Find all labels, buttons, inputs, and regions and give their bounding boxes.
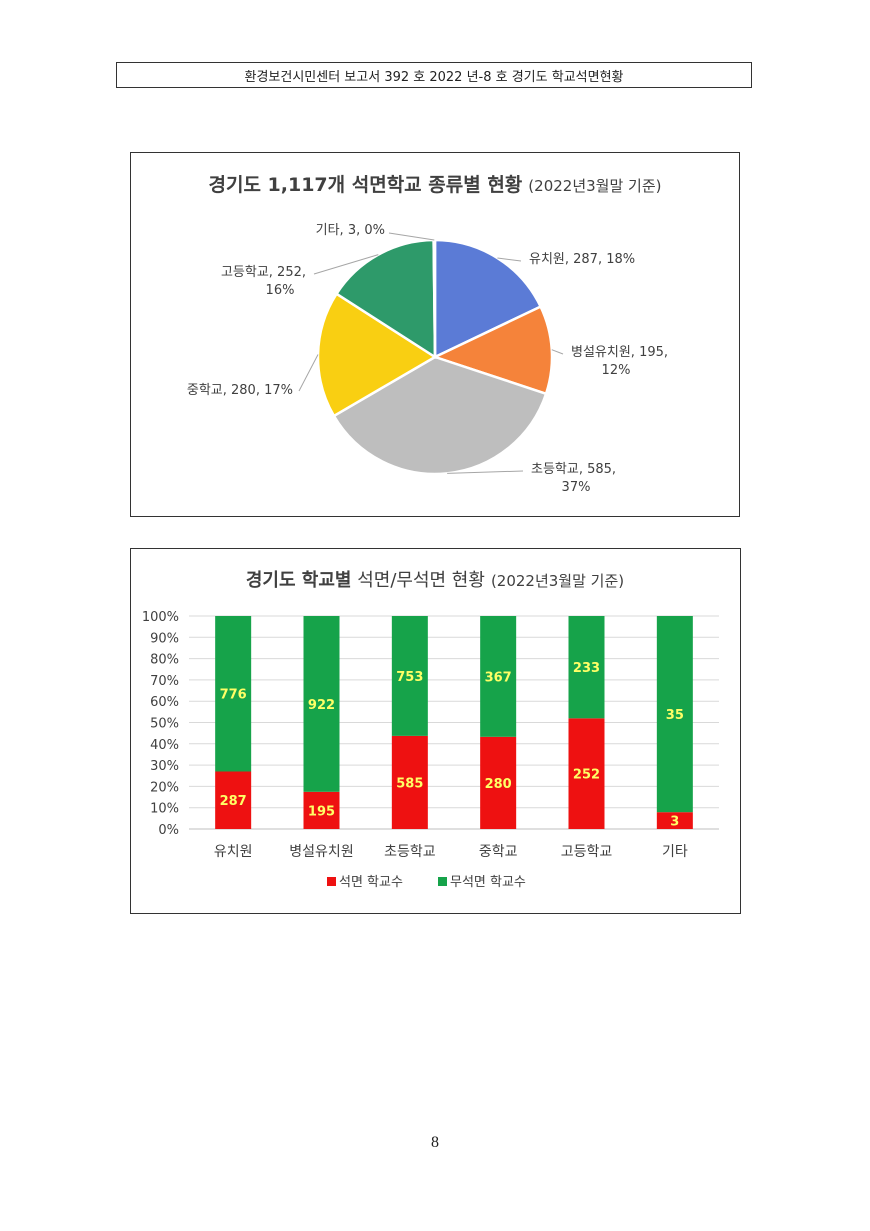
pie-leader-line xyxy=(551,349,564,355)
report-header-text: 환경보건시민센터 보고서 392 호 2022 년-8 호 경기도 학교석면현황 xyxy=(244,69,624,85)
bar-segment-asbestos xyxy=(656,812,693,829)
pie-data-label: 기타, 3, 0% xyxy=(316,223,385,238)
title-note: (2022년3월말 기준) xyxy=(491,572,624,590)
bar-segment-asbestos xyxy=(568,718,605,829)
title-note: (2022년3월말 기준) xyxy=(528,177,661,195)
bar-segment-non-asbestos xyxy=(303,616,340,792)
legend-swatch xyxy=(438,877,447,886)
report-header: 환경보건시민센터 보고서 392 호 2022 년-8 호 경기도 학교석면현황 xyxy=(116,62,752,88)
pie-data-label: 병설유치원, 195, 12% xyxy=(571,345,668,378)
bar-data-label: 585 xyxy=(396,776,423,791)
y-tick-label: 40% xyxy=(150,738,179,753)
title-bold-part: 경기도 학교별 xyxy=(246,569,352,591)
pie-data-label: 초등학교, 585, 37% xyxy=(531,462,616,495)
pie-data-label: 중학교, 280, 17% xyxy=(187,383,293,398)
pie-slice-2 xyxy=(431,304,554,396)
pie-leader-line xyxy=(388,232,435,241)
pie-slice-6 xyxy=(432,238,437,358)
bar-data-label: 367 xyxy=(485,670,512,685)
pie-leader-line xyxy=(313,254,379,275)
pie-chart: 경기도 1,117개 석면학교 종류별 현황 (2022년3월말 기준) 유치원,… xyxy=(187,173,668,495)
title-bold-part: 경기도 1,117개 석면학교 종류별 현황 xyxy=(208,173,522,196)
bar-data-label: 287 xyxy=(220,794,247,809)
bar-data-label: 3 xyxy=(670,815,679,830)
x-category-label: 유치원 xyxy=(214,844,253,860)
stacked-bar-chart: 경기도 학교별 석면/무석면 현황 (2022년3월말 기준) 0% 10% 20% 3… xyxy=(142,569,719,890)
x-category-label: 고등학교 xyxy=(561,844,613,860)
y-tick-label: 20% xyxy=(150,780,179,795)
bar-segment-asbestos xyxy=(303,791,340,829)
bar-data-label: 195 xyxy=(308,804,335,819)
bar-segment-non-asbestos xyxy=(568,616,605,719)
bar-segment-non-asbestos xyxy=(391,616,428,736)
bar-segment-non-asbestos xyxy=(215,616,252,772)
bar-data-label: 280 xyxy=(485,777,512,792)
x-category-label: 기타 xyxy=(662,844,688,860)
bar-chart-title: 경기도 학교별 석면/무석면 현황 (2022년3월말 기준) xyxy=(246,569,624,591)
page-number: 8 xyxy=(431,1134,439,1151)
legend-label: 무석면 학교수 xyxy=(450,875,526,890)
pie-chart-panel: 경기도 1,117개 석면학교 종류별 현황 (2022년3월말 기준) 유치원,… xyxy=(130,152,740,517)
bar-segment-asbestos xyxy=(391,735,428,829)
y-tick-label: 50% xyxy=(150,717,179,732)
bar-segment-asbestos xyxy=(215,771,252,829)
x-category-label: 중학교 xyxy=(479,844,518,860)
bar-segment-asbestos xyxy=(480,736,517,829)
x-category-label: 병설유치원 xyxy=(289,844,353,860)
bar-data-label: 922 xyxy=(308,698,335,713)
bar-data-label: 35 xyxy=(666,708,684,723)
pie-chart-title: 경기도 1,117개 석면학교 종류별 현황 (2022년3월말 기준) xyxy=(208,173,661,196)
y-tick-label: 70% xyxy=(150,674,179,689)
pie-slice-4 xyxy=(316,292,438,418)
y-tick-label: 10% xyxy=(150,802,179,817)
y-tick-label: 90% xyxy=(150,631,179,646)
pie-data-label: 고등학교, 252, 16% xyxy=(221,265,306,298)
bar-data-label: 776 xyxy=(220,688,247,703)
y-tick-label: 60% xyxy=(150,695,179,710)
pie-leader-line xyxy=(497,257,522,262)
legend-swatch xyxy=(327,877,336,886)
bar-chart-panel: 경기도 학교별 석면/무석면 현황 (2022년3월말 기준) 0% 10% 20% 3… xyxy=(130,548,741,914)
y-tick-label: 30% xyxy=(150,759,179,774)
bar-data-label: 753 xyxy=(396,670,423,685)
pie-slice-1 xyxy=(433,238,543,359)
pie-data-label: 유치원, 287, 18% xyxy=(529,252,635,267)
pie-slice-5 xyxy=(334,238,437,360)
y-tick-label: 80% xyxy=(150,653,179,668)
legend-label: 석면 학교수 xyxy=(339,875,403,890)
bar-data-label: 233 xyxy=(573,661,600,676)
pie-leader-line xyxy=(447,470,524,474)
bar-data-label: 252 xyxy=(573,768,600,783)
pie-leader-line xyxy=(298,354,319,392)
y-tick-label: 0% xyxy=(158,823,179,838)
x-category-label: 초등학교 xyxy=(384,844,436,860)
title-plain-part: 석면/무석면 현황 xyxy=(352,570,485,591)
y-tick-label: 100% xyxy=(142,610,179,625)
bar-segment-non-asbestos xyxy=(480,616,517,737)
bar-segment-non-asbestos xyxy=(656,616,693,813)
